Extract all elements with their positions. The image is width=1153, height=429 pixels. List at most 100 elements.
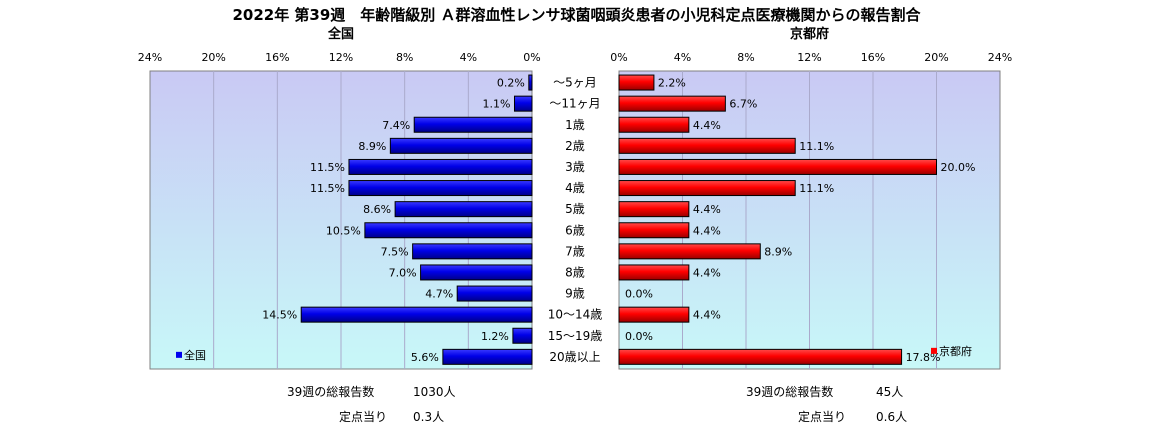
national-bar [420,264,533,281]
kyoto-bar [618,201,690,218]
category-label: ～5ヶ月 [553,76,597,90]
category-axis: ～5ヶ月 ～11ヶ月 1歳 2歳 3歳 4歳 5歳 6歳 7歳 8歳 9歳 10～14歳 15～19歳 2… [548,76,603,364]
kyoto-bar [618,116,690,133]
national-bar [442,348,533,365]
kyoto-per-site-value: 0.6人 [876,410,908,424]
kyoto-total-value: 45人 [876,385,904,399]
kyoto-data-label: 2.2% [658,77,686,90]
category-label: 2歳 [565,139,585,153]
kyoto-data-label: 4.4% [693,203,721,216]
kyoto-bar [618,264,690,281]
national-bar [528,74,533,91]
category-label: 7歳 [565,244,585,258]
kyoto-per-site-label: 定点当り [798,410,847,424]
kyoto-data-label: 4.4% [693,224,721,237]
category-label: 1歳 [565,118,585,132]
kyoto-tick-label: 12% [797,51,821,64]
kyoto-tick-label: 4% [674,51,691,64]
national-bar [364,222,533,239]
category-label: 3歳 [565,160,585,174]
category-label: 10～14歳 [548,308,603,322]
national-tick-label: 12% [329,51,353,64]
kyoto-bar [618,348,903,365]
national-bar [348,158,533,175]
kyoto-bar [618,95,726,112]
kyoto-bar [618,137,796,154]
national-chart-panel: 24% 20% 16% 12% 8% 4% 0% 全国 0.2% 1.1% 7.4% 8.9% 11.5… [138,26,541,370]
kyoto-panel-title: 京都府 [790,26,829,42]
kyoto-data-label: 20.0% [941,161,976,174]
kyoto-tick-label: 8% [737,51,754,64]
national-bar [348,180,533,197]
national-data-label: 7.4% [382,119,410,132]
kyoto-bar [618,158,937,175]
national-data-label: 11.5% [310,161,345,174]
kyoto-data-label: 17.8% [906,351,941,364]
kyoto-data-label: 8.9% [764,245,792,258]
national-data-label: 11.5% [310,182,345,195]
national-bar [413,116,533,133]
national-data-label: 5.6% [411,351,439,364]
kyoto-bar [618,222,690,239]
kyoto-legend-label: 京都府 [939,344,972,358]
category-label: 20歳以上 [549,350,600,364]
kyoto-total-label: 39週の総報告数 [746,385,834,399]
national-data-label: 10.5% [326,224,361,237]
national-data-label: 0.2% [497,77,525,90]
national-per-site-label: 定点当り [339,410,388,424]
kyoto-data-label: 4.4% [693,119,721,132]
national-legend-label: 全国 [184,348,206,362]
category-label: ～11ヶ月 [549,97,600,111]
national-data-label: 7.5% [381,245,409,258]
national-bar [300,306,533,323]
national-data-label: 4.7% [425,288,453,301]
kyoto-tick-label: 24% [988,51,1012,64]
category-label: 8歳 [565,265,585,279]
national-data-label: 1.2% [481,330,509,343]
kyoto-bar [618,180,796,197]
national-legend-swatch [176,351,182,358]
national-tick-label: 8% [396,51,413,64]
category-label: 5歳 [565,202,585,216]
national-total-value: 1030人 [413,385,456,399]
kyoto-bar [618,306,690,323]
kyoto-bar [618,243,761,260]
national-bar [394,201,533,218]
chart-title: 2022年 第39週 年齢階級別 Ａ群溶血性レンサ球菌咽頭炎患者の小児科定点医療… [232,6,921,24]
national-data-label: 8.6% [363,203,391,216]
kyoto-legend-swatch [931,347,937,354]
kyoto-bar [618,74,655,91]
kyoto-tick-label: 16% [861,51,885,64]
national-tick-label: 16% [265,51,289,64]
kyoto-data-label: 0.0% [625,330,653,343]
national-data-label: 8.9% [358,140,386,153]
national-data-label: 1.1% [483,98,511,111]
category-label: 9歳 [565,287,585,301]
national-panel-title: 全国 [327,26,354,42]
category-label: 15～19歳 [548,329,603,343]
kyoto-chart-panel: 0% 4% 8% 12% 16% 20% 24% 京都府 2.2% 6.7% 4.4% 11.1% 20… [610,26,1012,370]
category-label: 6歳 [565,223,585,237]
national-bar [389,137,533,154]
national-data-label: 7.0% [389,266,417,279]
national-tick-label: 20% [201,51,225,64]
kyoto-data-label: 6.7% [729,98,757,111]
national-tick-label: 4% [460,51,477,64]
national-data-label: 14.5% [262,309,297,322]
national-tick-label: 24% [138,51,162,64]
kyoto-data-label: 11.1% [799,182,834,195]
kyoto-tick-label: 0% [610,51,627,64]
national-tick-label: 0% [523,51,540,64]
kyoto-data-label: 4.4% [693,266,721,279]
category-label: 4歳 [565,181,585,195]
national-bar [412,243,533,260]
kyoto-tick-label: 20% [924,51,948,64]
kyoto-data-label: 4.4% [693,309,721,322]
national-total-label: 39週の総報告数 [287,385,375,399]
national-bar [513,95,533,112]
national-bar [512,327,533,344]
kyoto-data-label: 11.1% [799,140,834,153]
national-per-site-value: 0.3人 [413,410,445,424]
national-bar [456,285,533,302]
